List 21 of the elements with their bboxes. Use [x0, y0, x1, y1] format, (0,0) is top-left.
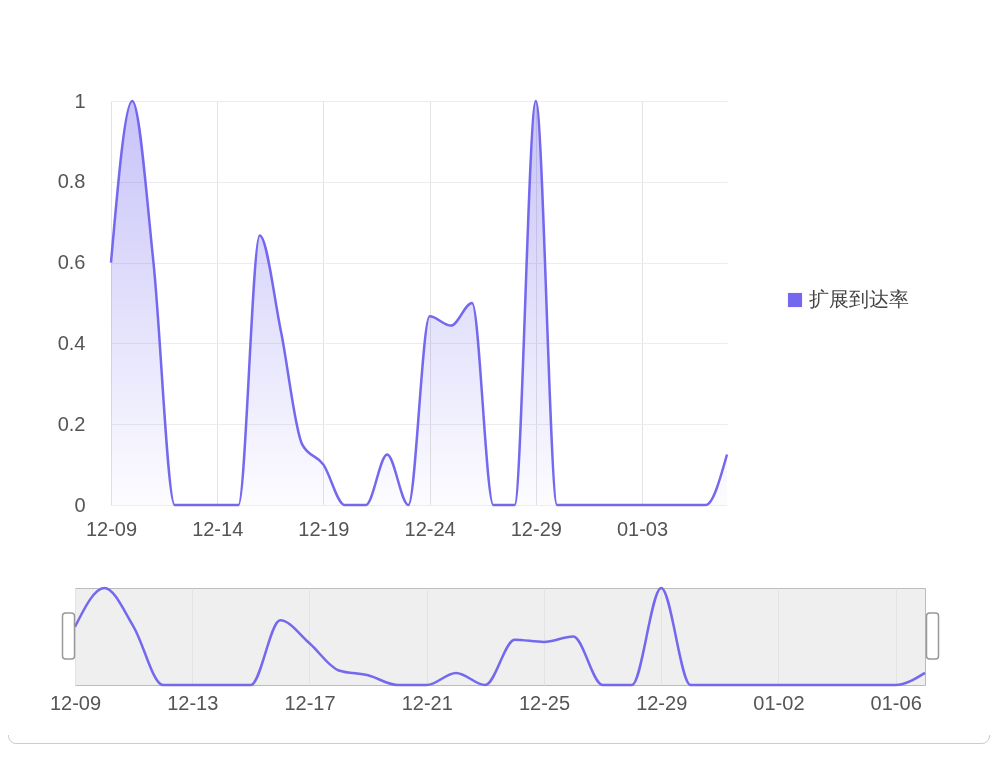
x-tick-label: 12-24	[404, 517, 456, 540]
y-tick-label: 1	[74, 89, 86, 112]
x-tick-label: 12-17	[284, 691, 336, 714]
x-tick-label: 01-06	[870, 691, 922, 714]
y-tick-label: 0	[74, 493, 86, 516]
y-tick-label: 0.6	[57, 251, 86, 274]
x-tick-label: 12-29	[510, 517, 562, 540]
x-tick-label: 12-19	[298, 517, 350, 540]
x-tick-label: 01-02	[753, 691, 805, 714]
x-tick-label: 12-09	[85, 517, 138, 540]
x-tick-label: 12-21	[401, 691, 453, 714]
x-tick-label: 12-13	[167, 691, 219, 714]
legend-label: 扩展到达率	[809, 288, 909, 310]
x-tick-label: 01-03	[616, 517, 669, 540]
x-tick-label: 12-14	[192, 517, 244, 540]
x-tick-label: 12-29	[636, 691, 688, 714]
y-tick-label: 0.4	[57, 331, 86, 354]
y-tick-label: 0.2	[57, 412, 86, 435]
x-tick-label: 12-09	[49, 691, 102, 714]
y-tick-label: 0.8	[57, 170, 86, 193]
x-tick-label: 12-25	[518, 691, 571, 714]
